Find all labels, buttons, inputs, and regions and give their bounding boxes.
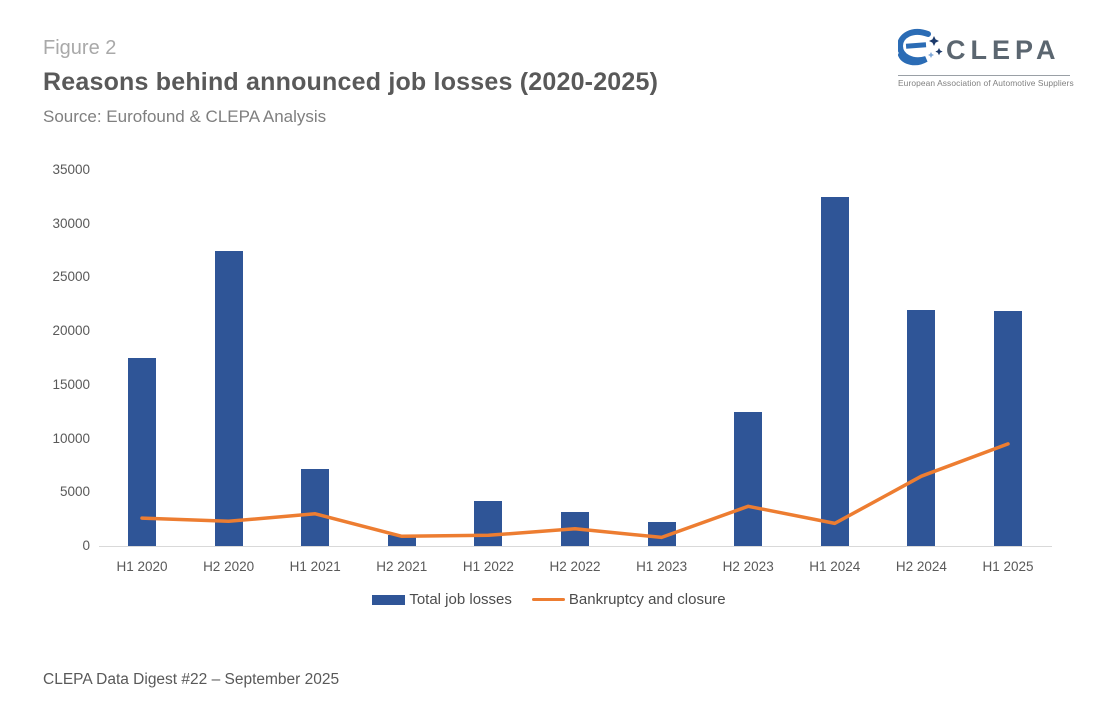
y-tick-label: 25000 [52, 269, 90, 285]
bar-h1-2025 [994, 310, 1022, 546]
x-tick-label: H1 2022 [462, 559, 514, 574]
x-tick-label: H1 2024 [809, 559, 861, 574]
x-tick-label: H2 2021 [376, 559, 428, 574]
y-tick-label: 20000 [52, 323, 90, 339]
x-tick-label: H2 2024 [895, 559, 947, 574]
x-tick-label: H2 2020 [203, 559, 255, 574]
bar-h1-2022 [474, 500, 503, 546]
x-tick-label: H1 2023 [636, 559, 688, 574]
y-tick-label: 15000 [52, 376, 90, 392]
bar-h2-2024 [907, 309, 936, 546]
legend-label: Bankruptcy and closure [568, 591, 726, 608]
x-tick-label: H2 2023 [722, 559, 774, 574]
x-tick-label: H1 2025 [982, 559, 1034, 574]
bar-h1-2024 [820, 196, 849, 546]
legend-bar-swatch [372, 594, 406, 605]
y-tick-label: 35000 [52, 162, 90, 177]
logo-divider [898, 75, 1070, 76]
x-axis-line [99, 546, 1052, 547]
x-tick-label: H1 2021 [289, 559, 341, 574]
bar-h2-2023 [734, 411, 763, 546]
bar-h1-2020 [128, 358, 156, 546]
legend-item-bankruptcy-and-closure: Bankruptcy and closure [531, 591, 726, 608]
bar-h2-2021 [387, 535, 416, 546]
bar-h1-2021 [301, 468, 330, 546]
x-tick-label: H1 2020 [116, 559, 168, 574]
figure-label: Figure 2 [43, 37, 117, 59]
clepa-logo-text: CLEPA [946, 35, 1061, 65]
bar-h2-2022 [561, 511, 589, 546]
clepa-logo: CLEPA European Association of Automotive… [896, 28, 1074, 88]
y-tick-label: 0 [82, 538, 90, 553]
legend-item-total-job-losses: Total job losses [372, 591, 512, 608]
y-tick-label: 10000 [52, 430, 90, 446]
chart-legend: Total job losses Bankruptcy and closure [0, 591, 1098, 608]
bar-h1-2023 [647, 522, 676, 546]
legend-line-swatch [531, 598, 565, 601]
y-tick-label: 30000 [52, 215, 90, 231]
x-tick-label: H2 2022 [549, 559, 601, 574]
page-title: Reasons behind announced job losses (202… [43, 68, 659, 96]
legend-label: Total job losses [409, 591, 512, 608]
clepa-swirl-icon [896, 28, 944, 73]
bar-h2-2020 [214, 250, 243, 546]
source-line: Source: Eurofound & CLEPA Analysis [43, 107, 327, 126]
y-tick-label: 5000 [59, 484, 90, 500]
footer-note: CLEPA Data Digest #22 – September 2025 [43, 671, 340, 688]
logo-tagline: European Association of Automotive Suppl… [898, 78, 1074, 88]
